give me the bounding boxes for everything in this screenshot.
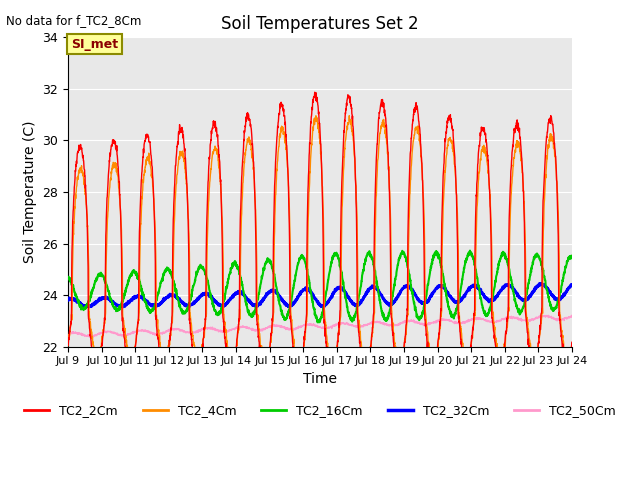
TC2_32Cm [467, 285, 474, 291]
TC2_2Cm [64, 342, 72, 348]
TC2_4Cm [346, 118, 353, 124]
TC2_4Cm [467, 346, 474, 352]
TC2_2Cm [538, 304, 546, 310]
TC2_16Cm [64, 275, 72, 280]
TC2_4Cm [346, 113, 353, 119]
TC2_4Cm [538, 312, 546, 317]
Text: No data for f_TC2_8Cm: No data for f_TC2_8Cm [6, 14, 142, 27]
Legend: TC2_2Cm, TC2_4Cm, TC2_16Cm, TC2_32Cm, TC2_50Cm: TC2_2Cm, TC2_4Cm, TC2_16Cm, TC2_32Cm, TC… [19, 399, 621, 422]
TC2_4Cm [205, 199, 212, 205]
TC2_4Cm [335, 333, 342, 338]
TC2_2Cm [335, 330, 342, 336]
TC2_16Cm [538, 260, 546, 266]
Line: TC2_4Cm: TC2_4Cm [68, 116, 572, 373]
TC2_50Cm [346, 322, 353, 327]
Y-axis label: Soil Temperature (C): Soil Temperature (C) [23, 121, 37, 263]
TC2_16Cm [335, 256, 342, 262]
TC2_2Cm [524, 333, 532, 338]
TC2_16Cm [467, 250, 474, 256]
TC2_4Cm [524, 325, 532, 331]
TC2_50Cm [86, 335, 93, 340]
TC2_16Cm [466, 248, 474, 253]
X-axis label: Time: Time [303, 372, 337, 386]
TC2_2Cm [346, 96, 353, 102]
TC2_32Cm [64, 296, 72, 302]
TC2_32Cm [568, 282, 576, 288]
TC2_2Cm [311, 89, 319, 95]
TC2_4Cm [64, 343, 72, 348]
TC2_50Cm [568, 312, 576, 318]
TC2_2Cm [568, 339, 576, 345]
TC2_2Cm [467, 348, 474, 354]
TC2_16Cm [346, 313, 353, 319]
TC2_16Cm [205, 282, 212, 288]
TC2_50Cm [467, 318, 474, 324]
TC2_16Cm [314, 320, 321, 325]
TC2_2Cm [205, 169, 212, 175]
Line: TC2_32Cm: TC2_32Cm [68, 283, 572, 307]
Title: Soil Temperatures Set 2: Soil Temperatures Set 2 [221, 15, 419, 33]
TC2_4Cm [568, 343, 576, 349]
TC2_50Cm [524, 318, 531, 324]
Line: TC2_50Cm: TC2_50Cm [68, 315, 572, 337]
TC2_50Cm [335, 321, 342, 327]
TC2_32Cm [116, 304, 124, 310]
TC2_32Cm [335, 284, 342, 290]
Text: SI_met: SI_met [71, 37, 118, 51]
TC2_32Cm [536, 280, 543, 286]
TC2_50Cm [545, 312, 552, 318]
TC2_32Cm [524, 296, 531, 301]
TC2_32Cm [538, 281, 546, 287]
TC2_4Cm [328, 370, 336, 376]
TC2_32Cm [346, 295, 353, 301]
TC2_2Cm [296, 376, 303, 382]
TC2_50Cm [64, 330, 72, 336]
TC2_16Cm [524, 284, 532, 290]
TC2_16Cm [568, 254, 576, 260]
TC2_50Cm [205, 326, 212, 332]
TC2_32Cm [205, 292, 212, 298]
Line: TC2_2Cm: TC2_2Cm [68, 92, 572, 379]
Line: TC2_16Cm: TC2_16Cm [68, 251, 572, 323]
TC2_50Cm [538, 314, 545, 320]
